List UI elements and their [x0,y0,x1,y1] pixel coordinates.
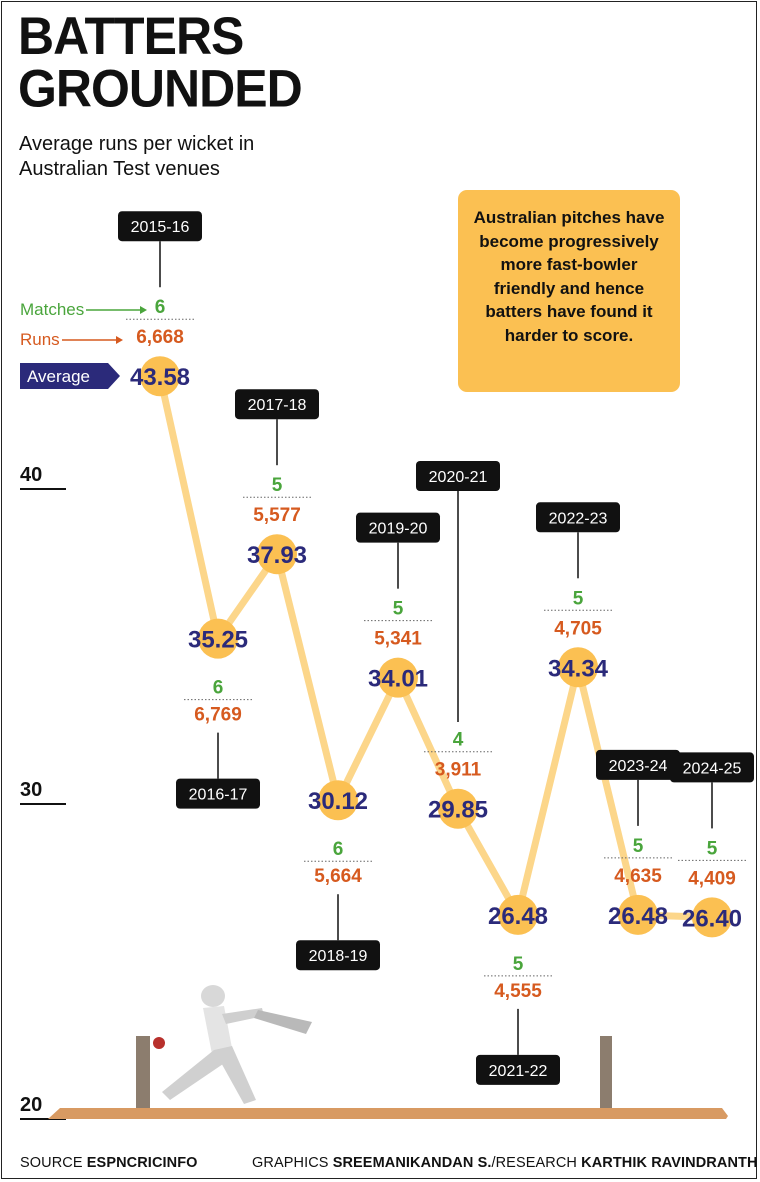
year-box-2022-23 [536,502,620,533]
chart-subtitle: Average runs per wicket in Australian Te… [19,133,255,180]
average-trend-line [156,375,713,921]
average-label-2022-23: 34.34 [548,655,609,682]
matches-label-2019-20: 5 [393,599,404,620]
title-line-1: BATTERS [18,6,244,66]
average-label-2019-20: 34.01 [368,666,428,693]
footer-credits: GRAPHICS SREEMANIKANDAN S./RESEARCH KART… [252,1155,758,1171]
footer-source: SOURCE ESPNCRICINFO [20,1155,198,1171]
legend-matches-label: Matches [20,300,84,319]
data-point-2015-16 [140,356,180,397]
data-point-2016-17 [198,618,238,659]
average-label-2017-18: 37.93 [247,542,307,569]
runs-label-2023-24: 4,635 [614,866,662,887]
year-label-2017-18: 2017-18 [248,397,307,414]
batter-illustration [48,985,728,1119]
data-point-2023-24 [618,894,658,935]
matches-label-2022-23: 5 [573,588,584,609]
matches-label-2021-22: 5 [513,954,524,975]
source-label: SOURCE [20,1155,83,1171]
research-label: /RESEARCH [491,1155,577,1171]
cricket-bat [254,1010,312,1034]
matches-label-2017-18: 5 [272,475,283,496]
average-label-2021-22: 26.48 [488,903,548,930]
year-box-2017-18 [235,389,319,420]
legend-matches-arrowhead [140,306,147,314]
y-axis: 40 30 20 [20,464,66,1120]
year-label-2019-20: 2019-20 [369,521,428,538]
legend-average-tag [20,363,120,389]
year-box-2023-24 [596,749,680,780]
runs-label-2019-20: 5,341 [374,629,422,650]
batter-legs [162,1046,256,1104]
matches-label-2015-16: 6 [155,297,166,318]
year-box-2024-25 [670,752,754,783]
graphics-value: SREEMANIKANDAN S. [332,1155,492,1171]
data-point-2018-19 [318,780,358,821]
year-label-2018-19: 2018-19 [309,948,368,965]
runs-label-2015-16: 6,668 [136,327,184,348]
year-box-2020-21 [416,461,500,491]
cricket-ball [153,1037,165,1049]
research-value: KARTHIK RAVINDRANTH [581,1155,758,1171]
annotation-note: Australian pitches have become progressi… [458,190,680,392]
legend: Matches Runs Average [20,300,147,389]
pitch-strip [48,1108,728,1119]
year-label-2024-25: 2024-25 [683,760,742,777]
matches-label-2018-19: 6 [333,839,344,860]
graphics-label: GRAPHICS [252,1155,329,1171]
runs-label-2018-19: 5,664 [314,866,362,887]
legend-runs-arrowhead [116,336,123,344]
matches-label-2020-21: 4 [453,730,464,751]
season-markers: 43.58 6 6,668 2015-16 35.25 6 6,769 2016-17 37.9… [118,211,754,1085]
data-point-2020-21 [438,788,478,829]
data-point-2022-23 [558,647,598,688]
matches-label-2024-25: 5 [707,838,718,859]
y-tick-label-20: 20 [20,1094,42,1116]
year-label-2020-21: 2020-21 [429,469,488,486]
legend-average-label: Average [27,367,90,386]
legend-runs-label: Runs [20,330,60,349]
matches-label-2023-24: 5 [633,836,644,857]
data-point-2019-20 [378,657,418,698]
data-point-2021-22 [498,894,538,935]
title-line-2: GROUNDED [18,59,303,119]
year-label-2021-22: 2021-22 [489,1063,548,1080]
y-tick-label-40: 40 [20,464,42,486]
average-label-2024-25: 26.40 [682,905,742,932]
data-point-2017-18 [257,534,297,575]
runs-label-2020-21: 3,911 [435,760,482,781]
stumps-left [136,1036,150,1108]
source-value: ESPNCRICINFO [86,1155,198,1171]
average-label-2023-24: 26.48 [608,903,668,930]
chart-title: BATTERS GROUNDED [18,6,303,119]
year-label-2015-16: 2015-16 [131,219,190,236]
data-point-2024-25 [692,897,732,938]
batter-helmet [201,985,225,1007]
matches-label-2016-17: 6 [213,678,224,699]
year-label-2016-17: 2016-17 [189,787,248,804]
average-label-2018-19: 30.12 [308,788,368,815]
runs-label-2024-25: 4,409 [688,868,736,889]
average-label-2020-21: 29.85 [428,797,488,824]
runs-label-2017-18: 5,577 [253,505,301,526]
runs-label-2021-22: 4,555 [494,981,542,1002]
average-label-2016-17: 35.25 [188,627,248,654]
year-label-2022-23: 2022-23 [549,510,608,527]
y-tick-label-30: 30 [20,779,42,801]
year-box-2019-20 [356,512,440,543]
stumps-right [600,1036,612,1108]
runs-label-2022-23: 4,705 [554,618,602,639]
year-label-2023-24: 2023-24 [609,758,668,775]
runs-label-2016-17: 6,769 [194,705,242,726]
year-box-2021-22 [476,1054,560,1085]
year-box-2018-19 [296,940,380,971]
year-box-2015-16 [118,211,202,242]
average-label-2015-16: 43.58 [130,364,190,391]
year-box-2016-17 [176,778,260,809]
batter-arms [222,1008,264,1024]
